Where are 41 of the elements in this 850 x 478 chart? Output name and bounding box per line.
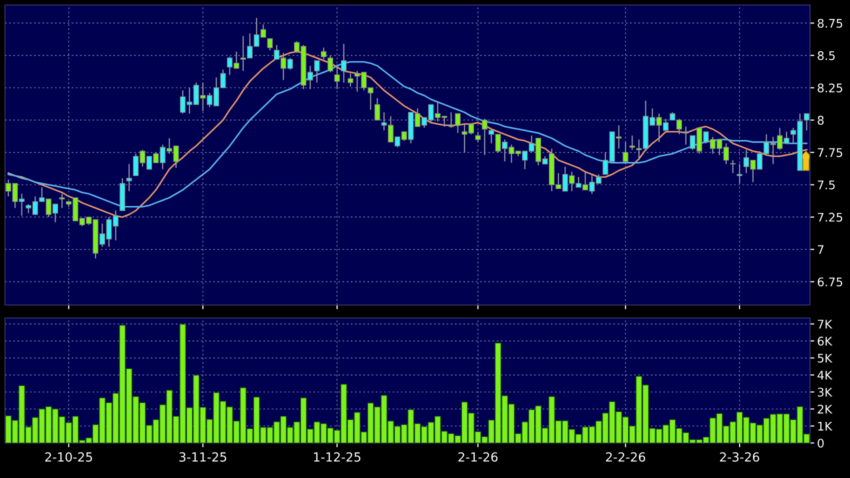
y-tick-label: 7.75 xyxy=(818,148,842,158)
candlestick xyxy=(348,72,354,88)
candlestick xyxy=(683,126,689,146)
candlestick xyxy=(730,160,736,174)
y-tick-label: 8.75 xyxy=(818,18,842,28)
candlestick xyxy=(334,64,340,90)
y-tick-label: 6.75 xyxy=(818,277,842,286)
x-tick-label: 2-10-25 xyxy=(45,452,92,462)
x-tick-label: 1-12-25 xyxy=(314,452,360,462)
candlestick xyxy=(59,193,65,209)
y-tick-label: 3K xyxy=(818,388,832,397)
y-tick-label: 7.5 xyxy=(818,180,835,190)
x-tick-label: 2-2-26 xyxy=(606,452,646,462)
candlestick xyxy=(629,135,635,150)
y-tick-label: 4K xyxy=(818,370,832,380)
y-tick-label: 8.5 xyxy=(818,51,835,60)
y-tick-label: 7 xyxy=(818,245,824,254)
candlestick xyxy=(482,118,488,156)
y-tick-label: 8.25 xyxy=(818,83,842,92)
x-tick-label: 2-3-26 xyxy=(720,452,760,462)
candlestick xyxy=(374,98,380,121)
y-tick-label: 6K xyxy=(818,336,832,346)
y-tick-label: 8 xyxy=(818,116,824,125)
y-tick-label: 2K xyxy=(818,404,832,414)
y-tick-label: 7.25 xyxy=(818,212,842,222)
y-tick-label: 7K xyxy=(818,320,832,328)
y-tick-label: 0 xyxy=(818,438,824,448)
candlestick xyxy=(126,163,132,192)
candlestick xyxy=(328,54,334,73)
candlestick xyxy=(341,43,347,84)
candlestick xyxy=(314,60,320,84)
candlestick xyxy=(267,38,273,51)
candlestick xyxy=(804,113,810,131)
x-tick-label: 2-1-26 xyxy=(458,452,498,462)
candlestick xyxy=(320,47,326,60)
x-tick-label: 3-11-25 xyxy=(179,452,226,462)
y-tick-label: 1K xyxy=(818,422,832,430)
candlestick xyxy=(736,163,742,184)
candlestick xyxy=(475,131,481,143)
y-tick-label: 5K xyxy=(818,354,832,363)
candlestick xyxy=(622,142,628,165)
